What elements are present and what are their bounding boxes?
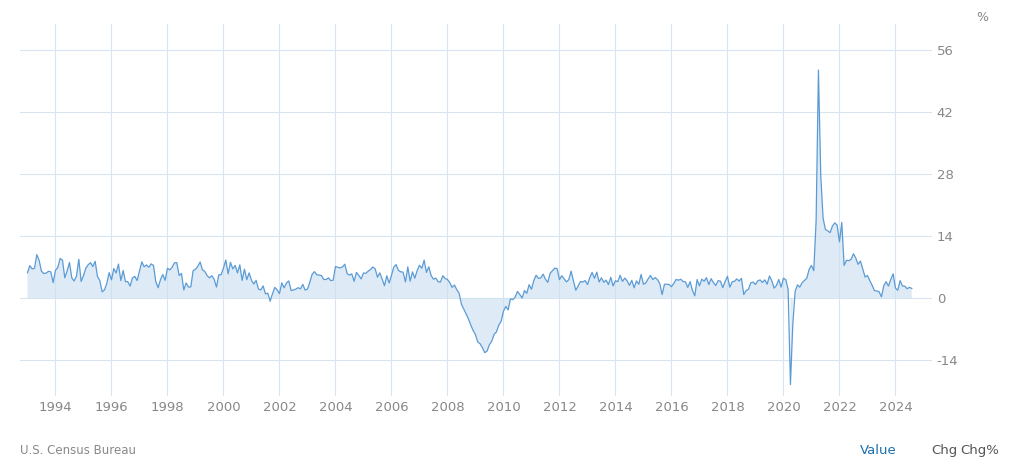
Text: Value: Value <box>860 444 897 457</box>
Text: Chg: Chg <box>931 444 957 457</box>
Text: %: % <box>976 10 988 24</box>
Text: U.S. Census Bureau: U.S. Census Bureau <box>20 444 136 457</box>
Text: Chg%: Chg% <box>961 444 999 457</box>
